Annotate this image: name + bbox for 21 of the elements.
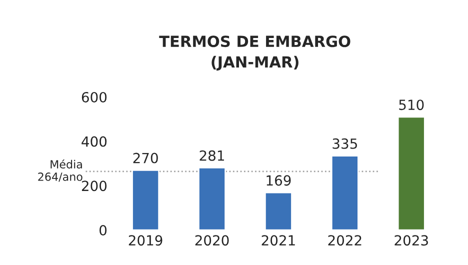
x-tick-label: 2022 [328,235,362,246]
data-label: 335 [332,138,357,149]
bar [198,167,226,230]
bar [132,169,160,230]
y-tick-label: 600 [82,92,107,102]
data-label: 281 [200,150,224,161]
y-tick-label: 200 [82,180,107,192]
ref-line-label: Média 264/ano [38,159,82,182]
bar [264,192,292,230]
x-tick-label: 2023 [394,235,428,246]
data-label: 510 [399,100,424,110]
bar [330,155,359,230]
bar [397,116,426,230]
x-tick-label: 2019 [128,235,162,246]
y-tick-label: 400 [82,136,107,147]
x-tick-label: 2020 [195,235,229,246]
chart-title: TERMOS DE EMBARGO (JAN-MAR) [159,36,350,71]
x-tick-label: 2021 [262,235,295,246]
data-label: 169 [266,175,291,186]
y-tick-label: 0 [100,224,107,236]
data-label: 270 [133,152,158,164]
